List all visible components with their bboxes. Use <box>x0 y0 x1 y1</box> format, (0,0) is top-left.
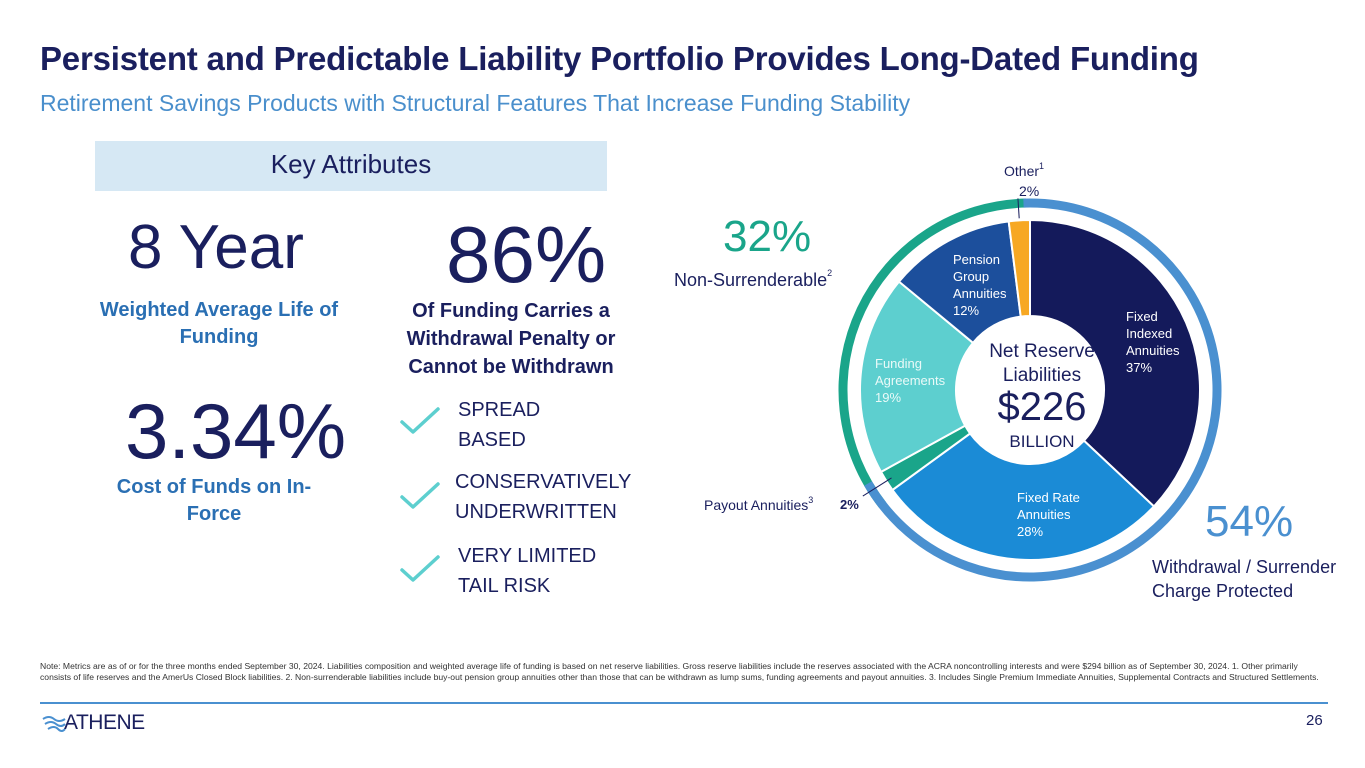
slice-label-funding-agreements: Funding Agreements 19% <box>875 355 945 406</box>
cost-of-funds-value: 3.34% <box>125 387 347 475</box>
slice-label-line: Indexed <box>1126 326 1173 341</box>
feature-line: SPREAD <box>458 399 541 421</box>
donut-slice-fixed-indexed-annuities <box>1029 218 1201 508</box>
feature-line: TAIL RISK <box>458 575 551 597</box>
slice-label-line: Annuities <box>1126 343 1180 358</box>
group-arc-withdrawal-surrender-charge-protected <box>864 198 1222 582</box>
donut-slice-fixed-rate-annuities <box>891 432 1156 561</box>
slice-label-pct: 12% <box>953 303 980 318</box>
wal-metric-value: 8 Year <box>128 213 304 282</box>
wal-metric-label: Weighted Average Life of Funding <box>99 299 339 348</box>
key-attributes-banner <box>95 141 607 191</box>
donut-slice-funding-agreements <box>859 280 975 474</box>
penalty-metric-label: Of Funding Carries a Withdrawal Penalty … <box>406 300 616 378</box>
slice-label-pct: 19% <box>875 390 902 405</box>
group-name: Non-Surrenderable <box>674 270 828 290</box>
slice-label-pct: 28% <box>1017 524 1044 539</box>
slice-label-pct: 37% <box>1126 360 1153 375</box>
key-attributes-heading: Key Attributes <box>270 149 432 179</box>
group-arc-non-surrenderable <box>838 198 1027 508</box>
payout-slice-label: Payout Annuities3 <box>704 495 814 513</box>
slice-label-line: Agreements <box>875 373 946 388</box>
payout-leader-line <box>862 477 892 497</box>
other-slice-label: Other1 <box>1004 161 1045 179</box>
slice-label-fixed-indexed: Fixed Indexed Annuities 37% <box>1126 308 1179 376</box>
athene-logo-text: ATHENE <box>64 711 145 734</box>
center-line: Liabilities <box>1002 365 1082 386</box>
center-line: Net Reserve <box>989 341 1095 362</box>
liability-donut-chart <box>838 198 1222 582</box>
page-number: 26 <box>1306 712 1323 729</box>
withdrawal-protected-pct: 54% <box>1205 497 1294 546</box>
checkmark-icon <box>400 407 440 434</box>
slice-label-line: Fixed Rate <box>1017 490 1080 505</box>
footnote-marker: 2 <box>827 268 833 278</box>
slice-label-line: Pension <box>953 252 1000 267</box>
donut-center-label: Net Reserve Liabilities <box>970 340 1114 388</box>
payout-slice-pct: 2% <box>840 497 859 512</box>
footnote-marker: 1 <box>1039 161 1045 171</box>
withdrawal-protected-label: Withdrawal / Surrender Charge Protected <box>1152 557 1337 601</box>
feature-line: CONSERVATIVELY <box>455 471 632 493</box>
slice-label-line: Annuities <box>1017 507 1071 522</box>
cost-of-funds-label: Cost of Funds on In-Force <box>116 476 312 525</box>
slice-label-line: Group <box>953 269 990 284</box>
non-surrenderable-pct: 32% <box>723 212 812 261</box>
slice-label-fixed-rate: Fixed Rate Annuities 28% <box>1017 489 1080 540</box>
non-surrenderable-label: Non-Surrenderable2 <box>674 268 833 291</box>
checkmark-icon <box>400 482 440 509</box>
feature-conservatively-underwritten: CONSERVATIVELY UNDERWRITTEN <box>455 467 675 527</box>
slice-name: Payout Annuities <box>704 497 809 513</box>
other-leader-line <box>1017 198 1020 219</box>
donut-center-amount: $226 <box>997 385 1087 429</box>
slice-label-line: Funding <box>875 356 922 371</box>
page-subtitle: Retirement Savings Products with Structu… <box>40 90 911 116</box>
feature-line: VERY LIMITED <box>458 545 597 567</box>
other-slice-pct: 2% <box>1019 183 1040 199</box>
slice-label-pension-group: Pension Group Annuities 12% <box>953 251 1006 319</box>
checkmark-icon <box>400 555 440 582</box>
slice-label-line: Fixed <box>1126 309 1158 324</box>
footer-divider <box>40 702 1328 704</box>
slice-name: Other <box>1004 163 1040 179</box>
footnote-text: Note: Metrics are as of or for the three… <box>40 661 1319 682</box>
donut-center-unit: BILLION <box>1009 432 1075 451</box>
page-title: Persistent and Predictable Liability Por… <box>40 40 1199 77</box>
footnote-marker: 3 <box>808 495 814 505</box>
feature-limited-tail-risk: VERY LIMITED TAIL RISK <box>458 541 638 601</box>
athene-wave-logo-icon <box>42 716 66 732</box>
donut-slice-other <box>1007 218 1031 318</box>
feature-line: BASED <box>458 429 526 451</box>
feature-line: UNDERWRITTEN <box>455 501 617 523</box>
feature-spread-based: SPREAD BASED <box>458 395 638 455</box>
penalty-metric-value: 86% <box>446 210 607 299</box>
slice-label-line: Annuities <box>953 286 1007 301</box>
